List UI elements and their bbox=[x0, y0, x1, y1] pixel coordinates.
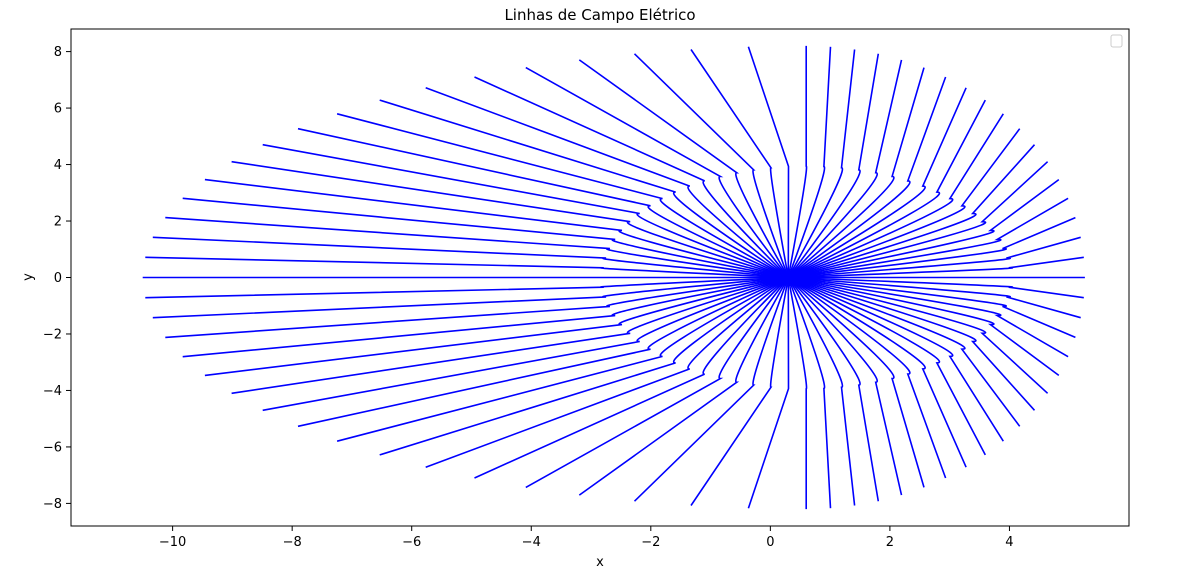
field-line bbox=[262, 276, 789, 412]
x-tick-label: 2 bbox=[886, 535, 894, 550]
x-tick-label: −6 bbox=[402, 535, 421, 550]
field-line bbox=[747, 46, 790, 278]
field-line bbox=[787, 276, 903, 496]
x-axis-label: x bbox=[596, 555, 604, 570]
y-tick-label: −4 bbox=[43, 384, 62, 399]
field-line bbox=[165, 216, 789, 279]
field-line bbox=[787, 46, 832, 278]
field-line bbox=[787, 53, 880, 278]
legend-box bbox=[1110, 34, 1123, 48]
field-line bbox=[297, 276, 789, 428]
x-tick-label: −2 bbox=[641, 535, 660, 550]
field-line bbox=[787, 87, 967, 279]
field-line bbox=[788, 236, 1081, 279]
field-line bbox=[787, 45, 808, 278]
y-tick-label: −6 bbox=[43, 440, 62, 455]
field-line bbox=[747, 277, 790, 509]
field-line bbox=[787, 76, 947, 279]
field-line bbox=[788, 276, 1069, 358]
field-line bbox=[788, 197, 1069, 279]
field-line bbox=[787, 277, 856, 506]
field-line bbox=[788, 276, 1081, 319]
x-tick-label: −10 bbox=[159, 535, 186, 550]
field-line bbox=[525, 66, 789, 278]
y-tick-label: 6 bbox=[54, 102, 62, 117]
field-line bbox=[787, 276, 947, 479]
field-line bbox=[788, 216, 1076, 279]
x-tick-label: −8 bbox=[283, 535, 302, 550]
field-line bbox=[633, 277, 790, 502]
y-tick-label: −2 bbox=[43, 327, 62, 342]
field-line bbox=[787, 277, 808, 510]
field-line bbox=[425, 276, 789, 468]
y-tick-label: 8 bbox=[54, 45, 62, 60]
field-line bbox=[474, 76, 789, 279]
field-line bbox=[788, 128, 1021, 279]
field-line bbox=[336, 276, 789, 442]
field-line bbox=[578, 59, 789, 278]
field-line bbox=[787, 276, 925, 488]
field-line bbox=[788, 161, 1049, 279]
field-line bbox=[788, 276, 1036, 411]
field-line bbox=[152, 236, 789, 279]
field-line bbox=[152, 276, 789, 319]
chart-title: Linhas de Campo Elétrico bbox=[504, 6, 695, 24]
y-axis-label: y bbox=[21, 273, 36, 281]
field-line bbox=[788, 276, 1076, 339]
field-line bbox=[787, 276, 987, 456]
field-line bbox=[145, 276, 789, 299]
field-line bbox=[525, 277, 789, 489]
x-tick-label: 0 bbox=[766, 535, 774, 550]
field-line bbox=[204, 276, 789, 377]
field-line bbox=[787, 277, 880, 502]
y-tick-label: 4 bbox=[54, 158, 62, 173]
field-line bbox=[788, 144, 1036, 279]
field-line bbox=[788, 178, 1060, 279]
field-line bbox=[165, 276, 789, 339]
field-line bbox=[182, 197, 789, 279]
field-line bbox=[231, 160, 789, 279]
y-axis: −8 −6 −4 −2 0 2 4 6 8 bbox=[43, 45, 71, 512]
y-tick-label: −8 bbox=[43, 497, 62, 512]
field-line bbox=[297, 127, 789, 279]
field-line bbox=[788, 276, 1021, 427]
field-line bbox=[787, 276, 1004, 442]
field-line bbox=[145, 256, 789, 279]
field-line bbox=[788, 256, 1084, 279]
field-line bbox=[788, 276, 1060, 377]
y-tick-label: 2 bbox=[54, 215, 62, 230]
field-line bbox=[788, 276, 1084, 299]
field-line bbox=[474, 276, 789, 479]
field-line bbox=[788, 276, 1049, 394]
field-line bbox=[578, 277, 789, 496]
field-line bbox=[231, 276, 789, 395]
field-line bbox=[787, 99, 987, 279]
field-line bbox=[633, 53, 790, 278]
field-line bbox=[787, 49, 856, 278]
field-line bbox=[787, 277, 832, 509]
field-line bbox=[262, 143, 789, 279]
field-line bbox=[787, 67, 925, 279]
field-line bbox=[379, 99, 789, 279]
field-line bbox=[690, 49, 790, 278]
field-line bbox=[787, 113, 1004, 279]
y-tick-label: 0 bbox=[54, 271, 62, 286]
x-tick-label: 4 bbox=[1005, 535, 1013, 550]
field-line bbox=[182, 276, 789, 358]
x-axis: −10 −8 −6 −4 −2 0 2 4 bbox=[159, 526, 1014, 550]
field-line bbox=[336, 113, 789, 279]
field-lines bbox=[142, 45, 1085, 510]
field-line bbox=[425, 87, 789, 279]
x-tick-label: −4 bbox=[522, 535, 541, 550]
field-line bbox=[787, 276, 967, 468]
field-line bbox=[379, 276, 789, 456]
field-line bbox=[690, 277, 790, 506]
field-line bbox=[787, 59, 903, 279]
field-line bbox=[204, 178, 789, 279]
